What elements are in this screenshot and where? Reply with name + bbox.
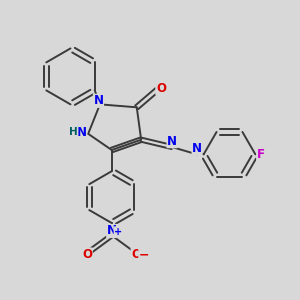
Text: −: − xyxy=(139,248,149,261)
Text: F: F xyxy=(257,148,265,161)
Text: O: O xyxy=(156,82,166,95)
Text: O: O xyxy=(82,248,92,261)
Text: H: H xyxy=(69,127,78,137)
Text: +: + xyxy=(114,227,122,237)
Text: N: N xyxy=(167,135,177,148)
Text: N: N xyxy=(77,126,87,139)
Text: N: N xyxy=(192,142,202,155)
Text: N: N xyxy=(94,94,103,107)
Text: O: O xyxy=(131,248,141,261)
Text: N: N xyxy=(107,224,117,238)
